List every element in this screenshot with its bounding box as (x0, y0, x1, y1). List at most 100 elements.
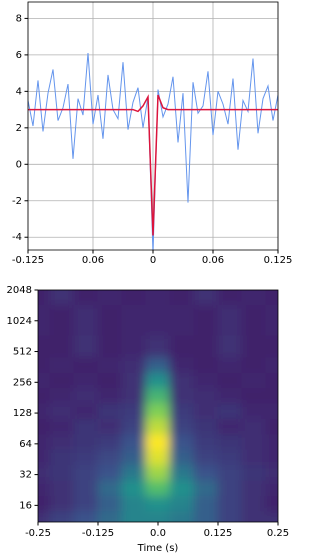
heatmap-cell (193, 388, 219, 405)
heatmap-cell (145, 495, 171, 513)
heatmap-cell (241, 372, 267, 390)
y-tick-label: 16 (19, 500, 32, 511)
y-tick-label: -4 (12, 232, 22, 243)
heatmap-cell (265, 495, 278, 513)
heatmap-cell (217, 290, 243, 306)
heatmap-cell (38, 449, 51, 467)
heatmap-cell (265, 403, 278, 420)
heatmap-cell (265, 511, 278, 522)
heatmap-cell (217, 449, 243, 467)
heatmap-cell (145, 434, 171, 451)
heatmap-cell (49, 388, 75, 405)
heatmap-cell (38, 372, 51, 390)
heatmap-cell (73, 480, 99, 497)
heatmap-cell (217, 403, 243, 420)
heatmap-cell (265, 465, 278, 482)
heatmap-cell (265, 290, 278, 306)
heatmap-cell (38, 511, 51, 522)
heatmap-cell (265, 357, 278, 374)
heatmap-cell (97, 418, 123, 436)
heatmap-cell (38, 418, 51, 436)
heatmap-cell (73, 511, 99, 522)
y-tick-label: 0 (16, 159, 22, 170)
heatmap-cell (121, 304, 147, 337)
heatmap-cell (145, 357, 171, 374)
heatmap-cell (73, 403, 99, 420)
heatmap-cell (49, 372, 75, 390)
heatmap-cell (97, 357, 123, 374)
heatmap-cell (49, 495, 75, 513)
heatmap-cell (38, 388, 51, 405)
heatmap-cell (217, 335, 243, 359)
heatmap-cell (49, 480, 75, 497)
heatmap-cell (97, 372, 123, 390)
heatmap-cell (121, 418, 147, 436)
heatmap-cell (73, 495, 99, 513)
y-tick-label: 64 (19, 439, 32, 450)
heatmap-cell (121, 434, 147, 451)
heatmap-cell (241, 434, 267, 451)
heatmap-cell (265, 449, 278, 467)
x-tick-label: 0.0 (150, 528, 166, 539)
heatmap-cell (38, 465, 51, 482)
heatmap-cell (97, 403, 123, 420)
heatmap-cell (121, 480, 147, 497)
heatmap-cell (121, 290, 147, 306)
heatmap-cell (121, 449, 147, 467)
heatmap-cell (73, 449, 99, 467)
heatmap-cell (193, 372, 219, 390)
heatmap-cell (217, 495, 243, 513)
heatmap-cell (193, 290, 219, 306)
heatmap-cell (73, 372, 99, 390)
heatmap-cell (97, 434, 123, 451)
heatmap-cell (145, 465, 171, 482)
heatmap-cell (169, 290, 195, 306)
heatmap-cell (49, 335, 75, 359)
heatmap-cell (241, 304, 267, 337)
heatmap-cell (193, 357, 219, 374)
heatmap-cell (97, 304, 123, 337)
heatmap-cell (169, 418, 195, 436)
heatmap-cell (265, 434, 278, 451)
heatmap-cell (97, 388, 123, 405)
heatmap-cell (97, 495, 123, 513)
heatmap-cell (241, 403, 267, 420)
heatmap-cell (49, 449, 75, 467)
heatmap-cell (97, 465, 123, 482)
x-tick-label: 0.125 (264, 255, 293, 266)
heatmap-cell (169, 465, 195, 482)
heatmap-cell (38, 403, 51, 420)
heatmap-cell (169, 511, 195, 522)
heatmap-cell (193, 304, 219, 337)
heatmap-cell (73, 290, 99, 306)
heatmap-cell (38, 357, 51, 374)
x-tick-label: 0.125 (204, 528, 233, 539)
heatmap-cell (49, 511, 75, 522)
heatmap-cell (241, 511, 267, 522)
heatmap-cell (193, 511, 219, 522)
heatmap-cell (49, 403, 75, 420)
heatmap-cell (121, 403, 147, 420)
heatmap-cell (121, 335, 147, 359)
heatmap-cell (49, 290, 75, 306)
y-tick-label: 4 (16, 86, 22, 97)
heatmap-cell (38, 304, 51, 337)
heatmap-cell (241, 465, 267, 482)
axes-frame (37, 289, 279, 523)
y-tick-label: 6 (16, 50, 22, 61)
x-tick-label: -0.25 (25, 528, 51, 539)
x-tick-label: -0.125 (12, 255, 44, 266)
heatmap-cell (169, 357, 195, 374)
heatmap-cell (49, 304, 75, 337)
heatmap-cell (145, 418, 171, 436)
heatmap-cell (38, 495, 51, 513)
heatmap-cell (145, 372, 171, 390)
heatmap-cell (49, 465, 75, 482)
heatmap-cell (145, 449, 171, 467)
line (28, 94, 278, 236)
heatmap-cell (193, 434, 219, 451)
figure: Time (s) -0.125 0.06 0 0.06 0.125 -4 -2 0 2 4 6 8 -0… (7, 1, 293, 554)
heatmap-cell (145, 335, 171, 359)
heatmap-cell (169, 434, 195, 451)
heatmap-cell (241, 290, 267, 306)
